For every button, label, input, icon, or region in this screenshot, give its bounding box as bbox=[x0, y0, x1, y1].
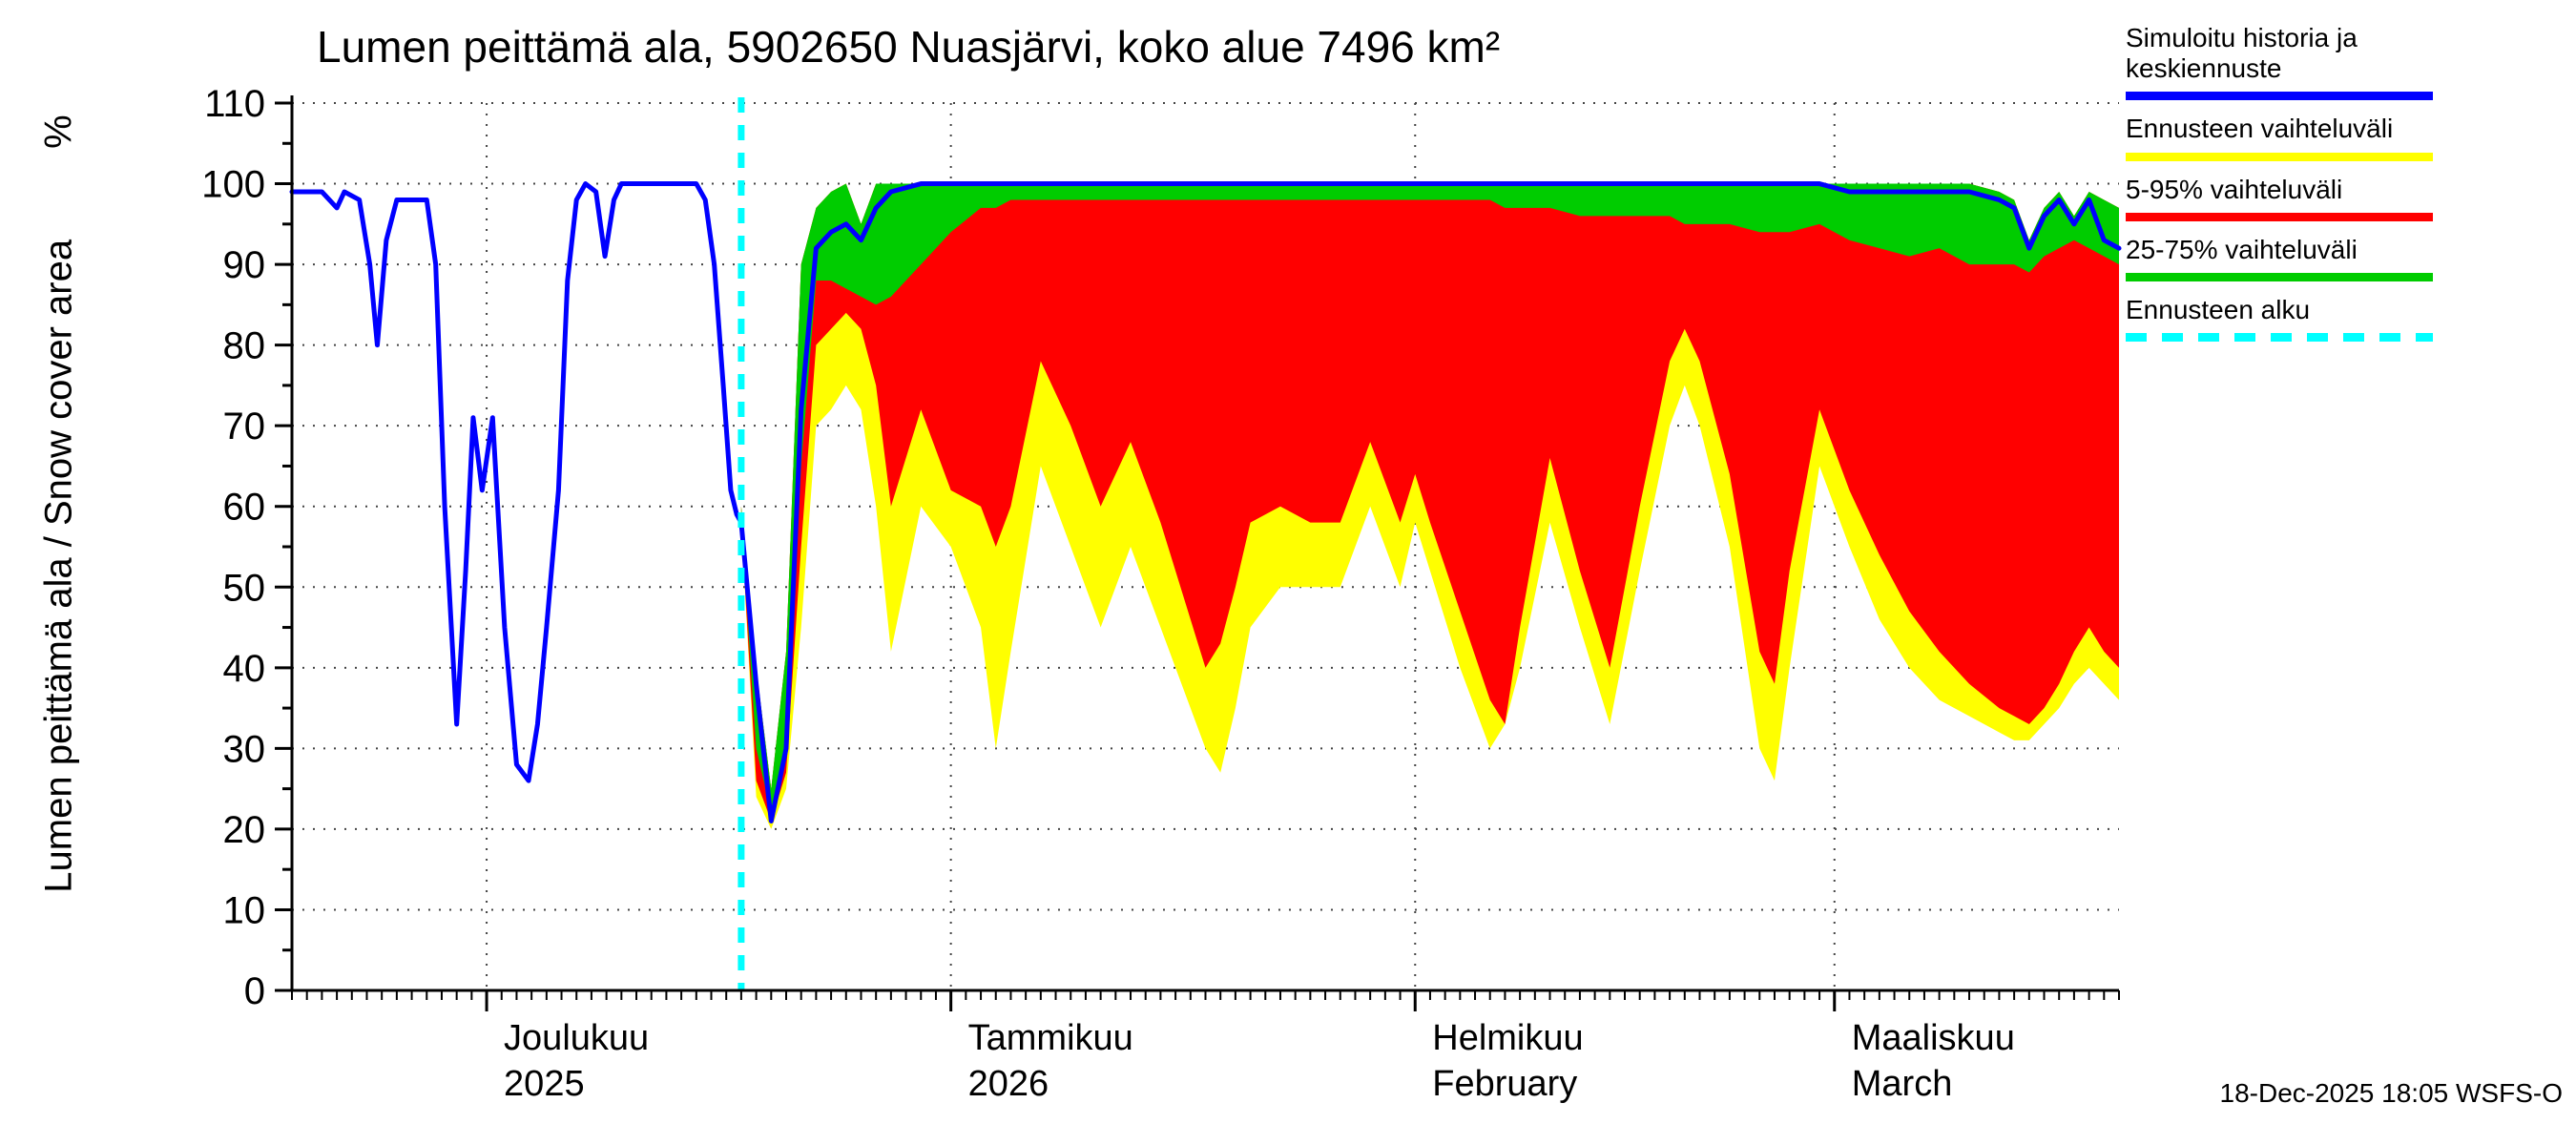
y-tick-label: 20 bbox=[223, 809, 266, 851]
y-tick-label: 100 bbox=[201, 164, 265, 206]
legend-label: Ennusteen vaihteluväli bbox=[2126, 114, 2394, 144]
y-tick-label: 50 bbox=[223, 567, 266, 609]
legend-label: 5-95% vaihteluväli bbox=[2126, 174, 2343, 204]
x-month-sublabel: February bbox=[1432, 1064, 1577, 1104]
x-axis-ticks: Joulukuu 2025 Tammikuu 2026 Helmikuu February… bbox=[291, 990, 2120, 1104]
y-tick-label: 80 bbox=[223, 325, 266, 367]
y-axis-ticks: 0 10 20 30 40 50 60 70 80 90 100 110 bbox=[201, 83, 292, 1012]
y-tick-label: 10 bbox=[223, 889, 266, 931]
y-tick-label: 60 bbox=[223, 487, 266, 529]
legend-item-1: Simuloitu historia ja keskiennuste bbox=[2126, 23, 2441, 101]
x-month-label: Tammikuu bbox=[968, 1018, 1133, 1058]
y-tick-label: 110 bbox=[204, 83, 265, 125]
legend-swatch-line bbox=[2126, 272, 2433, 281]
legend-swatch-line bbox=[2126, 152, 2433, 161]
y-tick-label: 70 bbox=[223, 406, 266, 448]
timestamp: 18-Dec-2025 18:05 WSFS-O bbox=[2219, 1078, 2564, 1108]
y-tick-label: 0 bbox=[244, 970, 265, 1012]
legend-swatch-line bbox=[2126, 212, 2433, 221]
x-month-label: Joulukuu bbox=[504, 1018, 649, 1058]
x-month-sublabel: March bbox=[1852, 1064, 1953, 1104]
legend-label: 25-75% vaihteluväli bbox=[2126, 234, 2358, 264]
x-month-label: Maaliskuu bbox=[1852, 1018, 2015, 1058]
legend: Simuloitu historia ja keskiennuste Ennust… bbox=[2126, 23, 2441, 355]
x-month-label: Helmikuu bbox=[1432, 1018, 1583, 1058]
y-tick-label: 30 bbox=[223, 728, 266, 770]
band-25-75-range bbox=[740, 183, 2119, 813]
y-tick-label: 90 bbox=[223, 244, 266, 286]
x-month-sublabel: 2025 bbox=[504, 1064, 585, 1104]
legend-swatch-line bbox=[2126, 92, 2433, 101]
legend-item-2: Ennusteen vaihteluväli bbox=[2126, 114, 2441, 161]
x-month-sublabel: 2026 bbox=[968, 1064, 1049, 1104]
legend-swatch-dashed-line bbox=[2126, 333, 2433, 343]
legend-item-4: 25-75% vaihteluväli bbox=[2126, 235, 2441, 281]
series-history-and-median bbox=[289, 181, 2122, 823]
chart-title: Lumen peittämä ala, 5902650 Nuasjärvi, k… bbox=[317, 22, 1501, 72]
legend-item-5: Ennusteen alku bbox=[2126, 294, 2441, 343]
band-5-95-range bbox=[740, 183, 2119, 822]
legend-item-3: 5-95% vaihteluväli bbox=[2126, 175, 2441, 221]
legend-label: Ennusteen alku bbox=[2126, 294, 2311, 324]
y-tick-label: 40 bbox=[223, 648, 266, 690]
legend-label: Simuloitu historia ja keskiennuste bbox=[2126, 23, 2358, 84]
